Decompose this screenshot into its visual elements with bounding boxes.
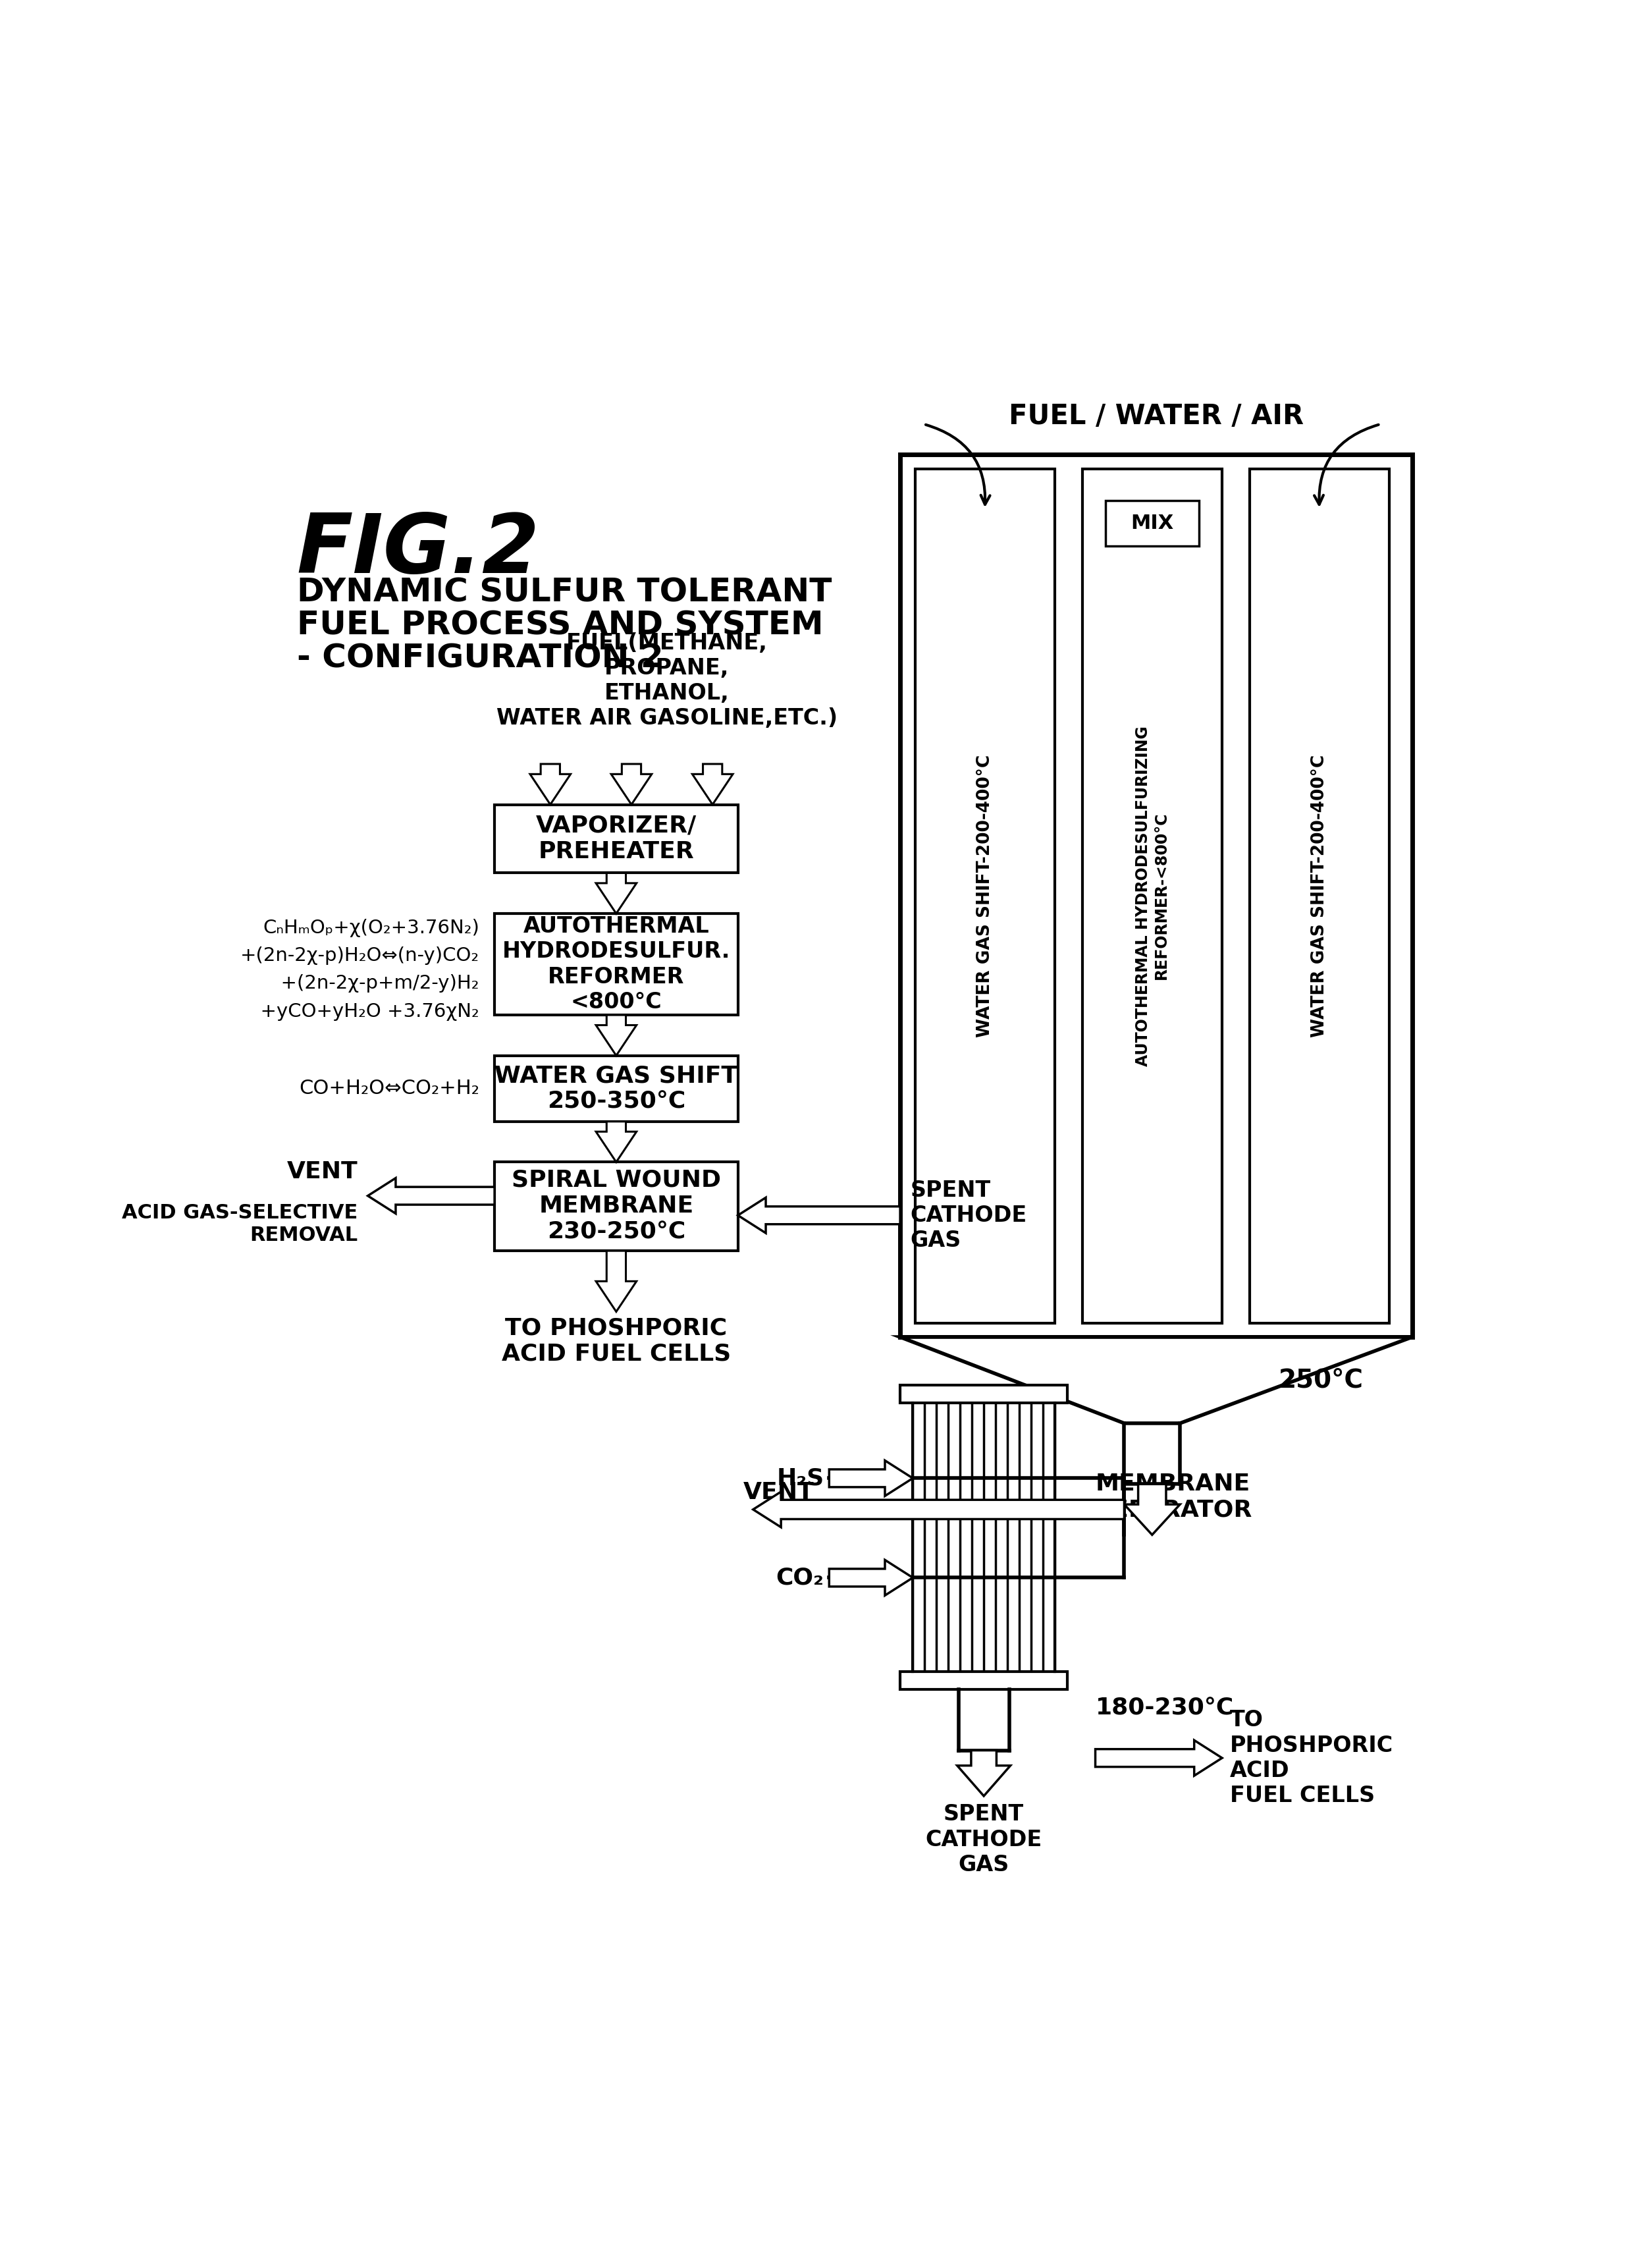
Bar <box>900 1671 1067 1689</box>
Bar <box>900 1385 1067 1403</box>
Polygon shape <box>738 1197 900 1233</box>
Text: AUTOTHERMAL
HYDRODESULFUR.
REFORMER
<800°C: AUTOTHERMAL HYDRODESULFUR. REFORMER <800… <box>502 916 730 1013</box>
Polygon shape <box>596 873 636 914</box>
Polygon shape <box>900 1338 1412 1424</box>
Bar <box>1082 469 1222 1324</box>
Text: MEMBRANE
SEPARATOR: MEMBRANE SEPARATOR <box>1095 1474 1252 1521</box>
Polygon shape <box>1125 1485 1180 1535</box>
Polygon shape <box>368 1179 494 1213</box>
Text: FIG.2: FIG.2 <box>297 510 540 589</box>
Bar <box>494 805 738 873</box>
Polygon shape <box>957 1750 1011 1795</box>
Text: 250°C: 250°C <box>1279 1367 1365 1392</box>
Text: CₙHₘOₚ+χ(O₂+3.76N₂): CₙHₘOₚ+χ(O₂+3.76N₂) <box>263 918 479 936</box>
Bar <box>915 469 1054 1324</box>
Polygon shape <box>596 1016 636 1056</box>
Bar <box>494 914 738 1016</box>
Text: TO PHOSHPORIC
ACID FUEL CELLS: TO PHOSHPORIC ACID FUEL CELLS <box>502 1317 730 1365</box>
Text: FUEL / WATER / AIR: FUEL / WATER / AIR <box>1009 404 1303 431</box>
Text: CO₂: CO₂ <box>776 1566 824 1589</box>
Bar <box>1105 501 1199 546</box>
Bar <box>900 456 1412 1338</box>
Text: WATER GAS SHIFT
250-350°C: WATER GAS SHIFT 250-350°C <box>494 1065 738 1113</box>
Text: SPENT
CATHODE
GAS: SPENT CATHODE GAS <box>925 1805 1042 1875</box>
Text: FUEL(METHANE,
PROPANE,
ETHANOL,
WATER AIR GASOLINE,ETC.): FUEL(METHANE, PROPANE, ETHANOL, WATER AI… <box>496 632 838 730</box>
Text: +yCO+yH₂O +3.76χN₂: +yCO+yH₂O +3.76χN₂ <box>248 1002 479 1020</box>
Text: SPIRAL WOUND
MEMBRANE
230-250°C: SPIRAL WOUND MEMBRANE 230-250°C <box>512 1170 720 1242</box>
Text: - CONFIGURATION 2: - CONFIGURATION 2 <box>297 642 664 673</box>
Polygon shape <box>611 764 651 805</box>
Polygon shape <box>692 764 733 805</box>
Text: H₂S: H₂S <box>776 1467 824 1489</box>
Text: VENT: VENT <box>743 1483 814 1503</box>
Text: 180-230°C: 180-230°C <box>1095 1698 1234 1718</box>
Text: +(2n-2χ-p+m/2-y)H₂: +(2n-2χ-p+m/2-y)H₂ <box>269 975 479 993</box>
Text: MIX: MIX <box>1130 515 1173 533</box>
Text: FUEL PROCESS AND SYSTEM: FUEL PROCESS AND SYSTEM <box>297 610 823 642</box>
Text: VAPORIZER/
PREHEATER: VAPORIZER/ PREHEATER <box>535 814 697 864</box>
Polygon shape <box>596 1122 636 1163</box>
Polygon shape <box>530 764 570 805</box>
Bar <box>494 1056 738 1122</box>
Text: WATER GAS SHIFT-200-400°C: WATER GAS SHIFT-200-400°C <box>1310 755 1328 1038</box>
Text: DYNAMIC SULFUR TOLERANT: DYNAMIC SULFUR TOLERANT <box>297 576 831 608</box>
Polygon shape <box>1095 1741 1222 1775</box>
Text: +(2n-2χ-p)H₂O⇔(n-y)CO₂: +(2n-2χ-p)H₂O⇔(n-y)CO₂ <box>240 948 479 966</box>
Text: SPENT
CATHODE
GAS: SPENT CATHODE GAS <box>910 1179 1028 1251</box>
Text: ACID GAS-SELECTIVE
REMOVAL: ACID GAS-SELECTIVE REMOVAL <box>122 1204 357 1245</box>
Polygon shape <box>753 1492 1125 1528</box>
Polygon shape <box>829 1460 914 1496</box>
Polygon shape <box>596 1251 636 1313</box>
Text: TO
PHOSHPORIC
ACID
FUEL CELLS: TO PHOSHPORIC ACID FUEL CELLS <box>1229 1709 1393 1807</box>
Bar <box>494 1163 738 1251</box>
Polygon shape <box>829 1560 914 1596</box>
Text: WATER GAS SHIFT-200-400°C: WATER GAS SHIFT-200-400°C <box>976 755 993 1038</box>
Bar <box>1251 469 1389 1324</box>
Text: VENT: VENT <box>287 1161 357 1183</box>
Text: CO+H₂O⇔CO₂+H₂: CO+H₂O⇔CO₂+H₂ <box>299 1079 479 1097</box>
Text: AUTOTHERMAL HYDRODESULFURIZING
REFORMER-<800°C: AUTOTHERMAL HYDRODESULFURIZING REFORMER-… <box>1135 725 1170 1065</box>
